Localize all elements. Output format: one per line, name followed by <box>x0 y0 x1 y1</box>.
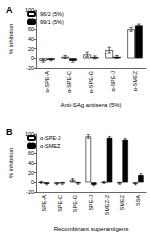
svg-text:SPE-G: SPE-G <box>72 195 78 212</box>
svg-text:-20: -20 <box>26 189 34 195</box>
svg-text:α-SMEZ: α-SMEZ <box>40 143 61 149</box>
svg-text:0: 0 <box>31 55 34 61</box>
svg-text:α-SPE-A: α-SPE-A <box>44 71 50 93</box>
svg-text:60: 60 <box>28 26 34 32</box>
svg-text:96/2 (5%): 96/2 (5%) <box>40 11 64 17</box>
svg-text:Anti-SAg antisera (5%): Anti-SAg antisera (5%) <box>61 102 122 108</box>
svg-text:SPE-A: SPE-A <box>41 195 47 212</box>
svg-text:α-SPE-G: α-SPE-G <box>88 71 94 93</box>
svg-text:% inhibition: % inhibition <box>8 24 14 55</box>
svg-text:α-SPE-C: α-SPE-C <box>66 71 72 93</box>
svg-text:α-SPE-J: α-SPE-J <box>110 71 116 92</box>
svg-text:SPE-C: SPE-C <box>57 195 63 212</box>
svg-text:SMEZ-2: SMEZ-2 <box>104 195 110 215</box>
svg-text:B: B <box>6 127 13 137</box>
svg-text:99/1 (5%): 99/1 (5%) <box>40 19 64 25</box>
svg-text:0: 0 <box>31 179 34 185</box>
svg-text:100: 100 <box>24 7 35 13</box>
svg-text:α-SPE-J: α-SPE-J <box>40 135 61 141</box>
svg-text:60: 60 <box>28 150 34 156</box>
svg-text:SSA: SSA <box>135 195 141 206</box>
svg-text:20: 20 <box>28 170 34 176</box>
svg-text:SPE-J: SPE-J <box>88 195 94 211</box>
svg-text:100: 100 <box>24 131 35 137</box>
svg-text:Recombinant superantigens: Recombinant superantigens <box>54 226 129 232</box>
svg-text:40: 40 <box>28 160 34 166</box>
svg-text:SMEZ: SMEZ <box>119 194 125 210</box>
svg-text:α-SMEZ: α-SMEZ <box>132 70 138 91</box>
svg-text:% inhibition: % inhibition <box>8 148 14 179</box>
svg-text:20: 20 <box>28 46 34 52</box>
svg-text:-20: -20 <box>26 65 34 71</box>
svg-text:A: A <box>6 5 13 15</box>
svg-text:40: 40 <box>28 36 34 42</box>
